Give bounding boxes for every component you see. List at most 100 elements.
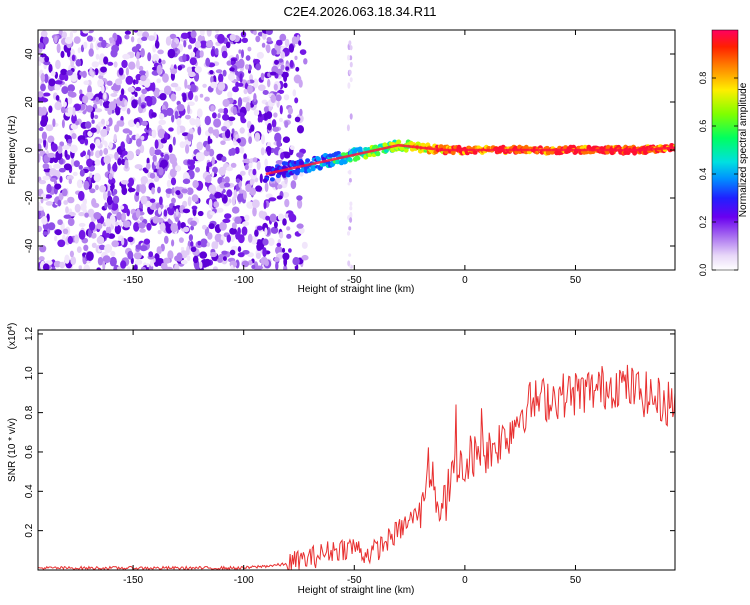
heatmap-cell <box>108 141 113 149</box>
heatmap-cell <box>348 69 352 75</box>
heatmap-cell <box>72 30 78 34</box>
heatmap-cell <box>277 213 285 222</box>
heatmap-cell <box>57 199 62 207</box>
heatmap-cell <box>183 40 187 48</box>
heatmap-cell <box>89 188 96 194</box>
x-tick-label: 50 <box>570 575 582 586</box>
heatmap-cell <box>135 208 141 219</box>
heatmap-cell <box>154 40 160 49</box>
heatmap-cell <box>217 81 226 91</box>
heatmap-cell <box>103 56 109 65</box>
heatmap-cell <box>243 190 247 200</box>
heatmap-cell <box>271 119 277 128</box>
heatmap-cell <box>348 178 352 183</box>
heatmap-cell <box>209 211 215 216</box>
heatmap-cell <box>133 222 140 232</box>
heatmap-cell <box>260 147 265 156</box>
colorbar-tick-label: 0.6 <box>698 120 708 133</box>
heatmap-cell <box>133 30 139 33</box>
heatmap-cell <box>212 112 217 119</box>
heatmap-cell <box>170 68 178 75</box>
heatmap-cell <box>64 254 70 264</box>
heatmap-cell <box>100 128 108 137</box>
heatmap-cell <box>253 93 257 102</box>
heatmap-cell <box>124 30 131 35</box>
heatmap-cell <box>248 136 253 145</box>
heatmap-cell <box>41 106 47 116</box>
heatmap-cell <box>63 74 69 82</box>
heatmap-cell <box>269 71 277 76</box>
heatmap-cell <box>120 260 127 269</box>
heatmap-cell <box>190 30 197 39</box>
heatmap-cell <box>256 160 261 171</box>
heatmap-cell <box>229 67 235 72</box>
heatmap-cell <box>69 31 74 39</box>
heatmap-cell <box>254 229 259 237</box>
heatmap-cell <box>121 59 128 69</box>
heatmap-cell <box>237 112 245 117</box>
heatmap-cell <box>189 57 197 66</box>
heatmap-cell <box>191 205 198 210</box>
heatmap-cell <box>46 183 52 194</box>
heatmap-cell <box>188 234 193 242</box>
heatmap-cell <box>189 119 196 126</box>
heatmap-cell <box>149 172 156 179</box>
heatmap-cell <box>208 223 215 230</box>
heatmap-cell <box>93 212 101 220</box>
heatmap-cell <box>60 50 65 59</box>
heatmap-cell <box>53 260 62 268</box>
heatmap-cell <box>165 188 173 194</box>
heatmap-cell <box>298 227 305 235</box>
heatmap-cell <box>105 226 112 235</box>
heatmap-cell <box>122 128 131 134</box>
heatmap-cell <box>224 213 232 220</box>
heatmap-cell <box>275 94 282 102</box>
colorbar-label: Normalized spectral amplitude <box>738 82 749 217</box>
heatmap-cell <box>77 47 82 54</box>
heatmap-cell <box>220 140 226 145</box>
heatmap-cell <box>95 124 101 134</box>
heatmap-cell <box>186 255 191 262</box>
colorbar: 0.0 0.2 0.4 0.6 0.8 Normalized spectral ampl… <box>698 29 749 276</box>
heatmap-cell <box>120 180 129 185</box>
heatmap-cell <box>260 72 265 81</box>
heatmap-cell <box>162 73 169 83</box>
heatmap-cell <box>41 216 48 225</box>
heatmap-cell <box>296 152 304 158</box>
heatmap-cell <box>190 51 196 58</box>
heatmap-cell <box>294 55 298 61</box>
heatmap-cell <box>73 36 81 44</box>
heatmap-cell <box>271 48 277 56</box>
heatmap-cell <box>126 150 135 161</box>
heatmap-cell <box>107 107 113 115</box>
heatmap-cell <box>113 61 118 68</box>
heatmap-cell <box>223 182 231 188</box>
heatmap-cell <box>146 162 151 170</box>
heatmap-cell <box>210 105 215 112</box>
heatmap-cell <box>95 138 101 147</box>
heatmap-cell <box>272 126 280 132</box>
y-tick-label: 1.2 <box>24 327 35 341</box>
snr-scale-exponent: 4 <box>7 326 14 330</box>
heatmap-cell <box>283 94 290 101</box>
heatmap-cell <box>102 255 111 264</box>
heatmap-cell <box>98 36 104 42</box>
heatmap-cell <box>270 94 277 103</box>
snr-x-label: Height of straight line (km) <box>298 585 415 596</box>
heatmap-cell <box>41 193 47 199</box>
heatmap-cell <box>38 138 43 144</box>
heatmap-cell <box>124 99 128 107</box>
heatmap-cell <box>101 39 107 49</box>
y-tick-label: 1.0 <box>24 366 35 380</box>
heatmap-cell <box>237 227 241 236</box>
heatmap-cell <box>158 167 164 176</box>
heatmap-cell <box>253 58 261 64</box>
heatmap-cell <box>188 128 194 135</box>
heatmap-cell <box>84 138 89 146</box>
heatmap-cell <box>158 207 162 215</box>
heatmap-cell <box>231 196 236 206</box>
heatmap-cell <box>43 60 51 66</box>
heatmap-cell <box>94 108 103 113</box>
heatmap-cell <box>167 250 174 260</box>
heatmap-cell <box>88 48 94 57</box>
